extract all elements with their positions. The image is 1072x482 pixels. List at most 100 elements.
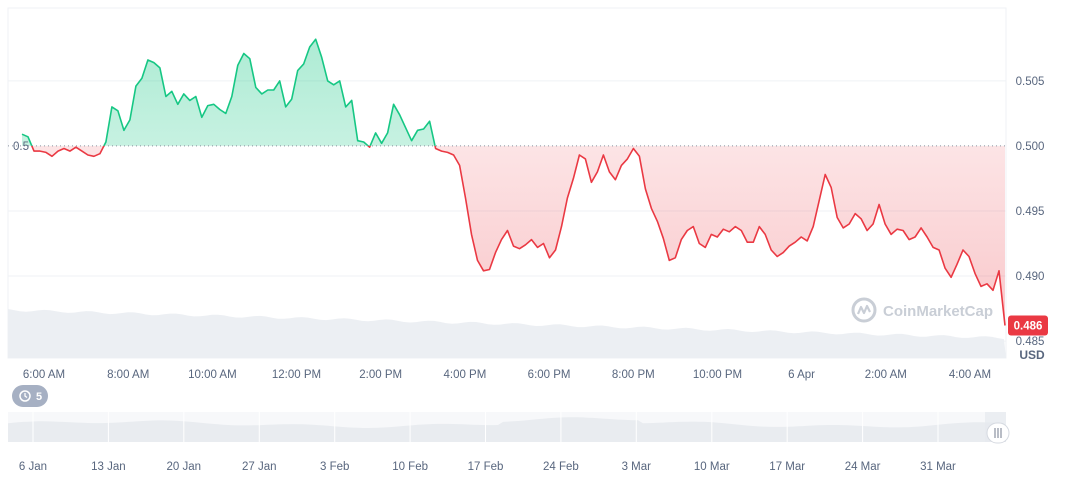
data-point[interactable] xyxy=(458,163,462,167)
data-point[interactable] xyxy=(158,66,162,70)
data-point[interactable] xyxy=(284,105,288,109)
data-point[interactable] xyxy=(224,111,228,115)
data-point[interactable] xyxy=(344,105,348,109)
data-point[interactable] xyxy=(296,69,300,73)
data-point[interactable] xyxy=(410,139,414,143)
data-point[interactable] xyxy=(835,216,839,220)
data-point[interactable] xyxy=(44,150,48,154)
data-point[interactable] xyxy=(80,149,84,153)
data-point[interactable] xyxy=(74,145,78,149)
data-point[interactable] xyxy=(308,45,312,49)
data-point[interactable] xyxy=(434,147,438,151)
data-point[interactable] xyxy=(781,251,785,255)
data-point[interactable] xyxy=(847,222,851,226)
data-point[interactable] xyxy=(583,157,587,161)
data-point[interactable] xyxy=(452,153,456,157)
data-point[interactable] xyxy=(877,203,881,207)
data-point[interactable] xyxy=(709,232,713,236)
data-point[interactable] xyxy=(386,131,390,135)
data-point[interactable] xyxy=(571,176,575,180)
data-point[interactable] xyxy=(661,236,665,240)
data-point[interactable] xyxy=(524,243,528,247)
data-point[interactable] xyxy=(272,88,276,92)
data-point[interactable] xyxy=(470,232,474,236)
data-point[interactable] xyxy=(488,268,492,272)
data-point[interactable] xyxy=(62,147,66,151)
data-point[interactable] xyxy=(182,92,186,96)
data-point[interactable] xyxy=(338,79,342,83)
data-point[interactable] xyxy=(991,288,995,292)
data-point[interactable] xyxy=(260,92,264,96)
data-point[interactable] xyxy=(380,141,384,145)
data-point[interactable] xyxy=(871,222,875,226)
data-point[interactable] xyxy=(368,145,372,149)
data-point[interactable] xyxy=(446,150,450,154)
history-button[interactable]: 5 xyxy=(12,385,48,407)
data-point[interactable] xyxy=(92,154,96,158)
data-point[interactable] xyxy=(302,62,306,66)
data-point[interactable] xyxy=(242,52,246,56)
data-point[interactable] xyxy=(811,225,815,229)
data-point[interactable] xyxy=(793,240,797,244)
data-point[interactable] xyxy=(823,173,827,177)
data-point[interactable] xyxy=(428,119,432,123)
data-point[interactable] xyxy=(967,255,971,259)
data-point[interactable] xyxy=(613,178,617,182)
data-point[interactable] xyxy=(206,104,210,108)
data-point[interactable] xyxy=(721,227,725,231)
data-point[interactable] xyxy=(116,109,120,113)
data-point[interactable] xyxy=(278,79,282,83)
data-point[interactable] xyxy=(50,154,54,158)
data-point[interactable] xyxy=(649,206,653,210)
data-point[interactable] xyxy=(943,266,947,270)
data-point[interactable] xyxy=(913,235,917,239)
data-point[interactable] xyxy=(787,244,791,248)
data-point[interactable] xyxy=(919,226,923,230)
data-point[interactable] xyxy=(973,271,977,275)
data-point[interactable] xyxy=(631,147,635,151)
data-point[interactable] xyxy=(326,79,330,83)
data-point[interactable] xyxy=(805,239,809,243)
data-point[interactable] xyxy=(500,238,504,242)
data-point[interactable] xyxy=(110,105,114,109)
data-point[interactable] xyxy=(727,230,731,234)
data-point[interactable] xyxy=(560,225,564,229)
data-point[interactable] xyxy=(1003,324,1007,328)
data-point[interactable] xyxy=(601,153,605,157)
data-point[interactable] xyxy=(955,262,959,266)
data-point[interactable] xyxy=(194,95,198,99)
data-point[interactable] xyxy=(985,282,989,286)
data-point[interactable] xyxy=(164,95,168,99)
data-point[interactable] xyxy=(643,187,647,191)
data-point[interactable] xyxy=(865,229,869,233)
data-point[interactable] xyxy=(554,248,558,252)
data-point[interactable] xyxy=(607,170,611,174)
data-point[interactable] xyxy=(314,37,318,41)
data-point[interactable] xyxy=(200,115,204,119)
data-point[interactable] xyxy=(290,97,294,101)
data-point[interactable] xyxy=(895,227,899,231)
data-point[interactable] xyxy=(907,238,911,242)
data-point[interactable] xyxy=(122,128,126,132)
data-point[interactable] xyxy=(362,140,366,144)
data-point[interactable] xyxy=(829,186,833,190)
data-point[interactable] xyxy=(679,238,683,242)
data-point[interactable] xyxy=(494,251,498,255)
data-point[interactable] xyxy=(817,199,821,203)
data-point[interactable] xyxy=(769,248,773,252)
data-point[interactable] xyxy=(398,113,402,117)
data-point[interactable] xyxy=(332,83,336,87)
data-point[interactable] xyxy=(757,225,761,229)
data-point[interactable] xyxy=(56,149,60,153)
data-point[interactable] xyxy=(248,57,252,61)
data-point[interactable] xyxy=(637,154,641,158)
data-point[interactable] xyxy=(997,269,1001,273)
data-point[interactable] xyxy=(901,229,905,233)
data-point[interactable] xyxy=(859,217,863,221)
data-point[interactable] xyxy=(464,196,468,200)
data-point[interactable] xyxy=(140,76,144,80)
data-point[interactable] xyxy=(422,127,426,131)
data-point[interactable] xyxy=(667,258,671,262)
data-point[interactable] xyxy=(392,102,396,106)
